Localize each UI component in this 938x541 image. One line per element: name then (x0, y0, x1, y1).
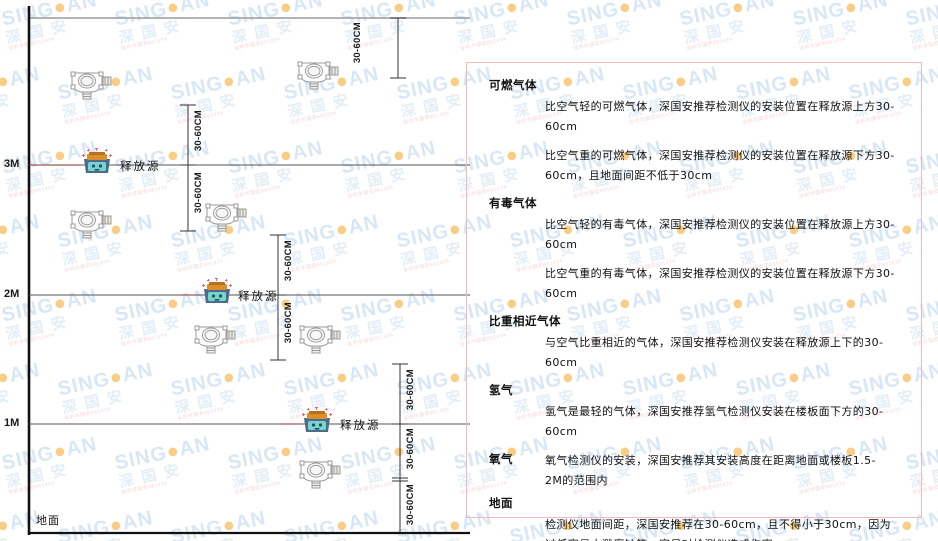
release-source-label-3: 释放源 (340, 418, 381, 432)
dimension-text-bottom-2: 30-60CM (405, 428, 416, 470)
guideline-section: 氢气氢气是最轻的气体，深国安推荐氢气检测仪安装在楼板面下方的30-60cm (483, 382, 909, 442)
guideline-paragraph: 检测仪地面间距，深国安推荐在30-60cm，且不得小于30cm，因为过低容易水溅… (545, 518, 892, 541)
release-source-icon (80, 148, 114, 176)
installation-guidelines-panel: 可燃气体 比空气轻的可燃气体，深国安推荐检测仪的安装位置在释放源上方30-60cm… (466, 62, 922, 541)
gas-detector-icon (297, 320, 343, 356)
axis-tick-3m: 3M (4, 158, 20, 170)
dimension-line-mid-lower (270, 234, 286, 361)
guideline-section: 地面检测仪地面间距，深国安推荐在30-60cm，且不得小于30cm，因为过低容易… (483, 495, 909, 541)
guideline-section-title: 可燃气体 (489, 78, 537, 92)
dimension-text-top-right: 30-60CM (352, 22, 363, 64)
gas-detector-icon (203, 198, 249, 234)
dimension-line-bottom (392, 363, 408, 533)
guideline-section-title: 地面 (489, 496, 513, 510)
guideline-paragraph: 比空气轻的可燃气体，深国安推荐检测仪的安装位置在释放源上方30-60cm (545, 100, 895, 133)
guideline-paragraph: 比空气重的可燃气体，深国安推荐检测仪的安装位置在释放源下方30-60cm，且地面… (545, 149, 895, 182)
dimension-text-mid-lower-1: 30-60CM (283, 240, 294, 282)
guideline-section-body: 比空气轻的可燃气体，深国安推荐检测仪的安装位置在释放源上方30-60cm 比空气重… (545, 97, 909, 186)
guideline-paragraph: 比空气重的有毒气体，深国安推荐检测仪的安装位置在释放源下方30-60cm (545, 267, 895, 300)
gas-detector-icon (192, 320, 238, 356)
guideline-paragraph: 氧气检测仪的安装，深国安推荐其安装高度在距离地面或楼板1.5-2M的范围内 (545, 454, 876, 487)
gas-detector-icon (295, 56, 341, 92)
release-source-label-2: 释放源 (238, 289, 279, 303)
dimension-line-top-right (390, 17, 406, 79)
guideline-section-body: 与空气比重相近的气体，深国安推荐检测仪安装在释放源上下的30-60cm (545, 333, 909, 373)
guideline-section: 可燃气体 比空气轻的可燃气体，深国安推荐检测仪的安装位置在释放源上方30-60cm… (483, 77, 909, 186)
axis-tick-1m: 1M (4, 417, 20, 429)
guideline-section: 有毒气体 比空气轻的有毒气体，深国安推荐检测仪的安装位置在释放源上方30-60cm… (483, 195, 909, 304)
guideline-section-title: 有毒气体 (489, 196, 537, 210)
dimension-text-bottom-1: 30-60CM (405, 369, 416, 411)
diagram-svg (27, 6, 470, 535)
guideline-section-title: 氧气 (489, 452, 513, 466)
gas-detector-icon (68, 66, 114, 102)
installation-height-diagram: 3M 2M 1M 地面 释放源 释放源 释放源 30-60CM 30-60CM … (4, 6, 470, 535)
guideline-section-body: 氢气是最轻的气体，深国安推荐氢气检测仪安装在楼板面下方的30-60cm (545, 402, 909, 442)
dimension-line-mid-upper (180, 104, 196, 232)
guideline-paragraph: 与空气比重相近的气体，深国安推荐检测仪安装在释放源上下的30-60cm (545, 336, 884, 369)
guideline-section-body: 检测仪地面间距，深国安推荐在30-60cm，且不得小于30cm，因为过低容易水溅… (545, 515, 909, 541)
guideline-paragraph: 比空气轻的有毒气体，深国安推荐检测仪的安装位置在释放源上方30-60cm (545, 218, 895, 251)
guideline-section: 比重相近气体与空气比重相近的气体，深国安推荐检测仪安装在释放源上下的30-60c… (483, 313, 909, 373)
guideline-section: 氧气 氧气检测仪的安装，深国安推荐其安装高度在距离地面或楼板1.5-2M的范围内 (489, 451, 909, 491)
guideline-section-title: 氢气 (489, 383, 513, 397)
dimension-text-bottom-3: 30-60CM (405, 484, 416, 526)
guideline-section-title: 比重相近气体 (489, 314, 561, 328)
axis-tick-2m: 2M (4, 288, 20, 300)
release-source-icon (200, 278, 234, 306)
guideline-section-body: 比空气轻的有毒气体，深国安推荐检测仪的安装位置在释放源上方30-60cm 比空气重… (545, 215, 909, 304)
gas-detector-icon (297, 455, 343, 491)
ground-label: 地面 (36, 514, 60, 527)
dimension-text-mid-lower-2: 30-60CM (283, 302, 294, 344)
gas-detector-icon (68, 205, 114, 241)
release-source-label-1: 释放源 (120, 159, 161, 173)
guideline-paragraph: 氢气是最轻的气体，深国安推荐氢气检测仪安装在楼板面下方的30-60cm (545, 405, 884, 438)
release-source-icon (300, 407, 334, 435)
dimension-text-mid-upper-1: 30-60CM (193, 110, 204, 152)
